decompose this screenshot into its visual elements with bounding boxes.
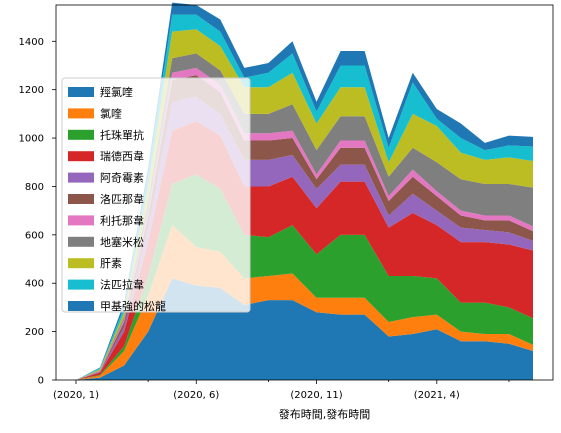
y-tick-label: 1200 [19,85,44,96]
legend-swatch [68,151,94,162]
y-tick-label: 800 [25,182,44,193]
legend-label: 羥氯喹 [100,85,133,99]
legend-swatch [68,279,94,290]
area-series-9 [76,14,533,381]
legend-label: 瑞德西韋 [100,149,144,163]
area-series-10 [76,2,533,381]
legend-swatch [68,215,94,226]
legend-label: 甲基強的松龍 [100,299,166,313]
y-tick-label: 400 [25,279,44,290]
y-axis: 0 200 400 600 800 1000 1200 1400 [19,37,56,387]
legend-label: 地塞米松 [100,235,144,249]
y-tick-label: 200 [25,327,44,338]
y-tick-label: 1000 [19,134,44,145]
x-axis-title: 發布時間,發布時間 [279,407,371,421]
legend-swatch [68,236,94,247]
legend-label: 洛匹那韋 [100,192,144,206]
x-tick-label: (2021, 4) [414,390,460,401]
legend-label: 托珠單抗 [100,128,144,142]
area-series-3 [76,121,533,380]
legend-label: 法匹拉韋 [100,278,144,292]
x-tick-label: (2020, 1) [53,390,99,401]
legend-swatch [68,129,94,140]
legend-label: 肝素 [100,257,122,270]
legend-box [61,77,251,313]
axes-frame [55,4,554,381]
y-tick-label: 600 [25,230,44,241]
legend-swatch [68,87,94,97]
y-tick-label: 1400 [19,37,44,48]
x-tick-label: (2020, 11) [290,390,342,401]
legend-label: 阿奇霉素 [100,172,144,185]
legend-swatch [68,258,94,269]
legend-label: 利托那韋 [100,213,144,227]
legend-swatch [68,108,94,119]
x-axis: (2020, 1) (2020, 6) (2020, 11) (2021, 4) [53,380,510,401]
legend-swatch [68,194,94,204]
legend-swatch [68,172,94,183]
legend: 羥氯喹氯喹托珠單抗瑞德西韋阿奇霉素洛匹那韋利托那韋地塞米松肝素法匹拉韋甲基強的松… [61,77,251,313]
legend-label: 氯喹 [100,106,122,120]
x-tick-label: (2020, 6) [173,390,219,401]
area-series-8 [76,29,533,380]
y-tick-label: 0 [38,376,44,387]
legend-swatch [68,301,94,311]
